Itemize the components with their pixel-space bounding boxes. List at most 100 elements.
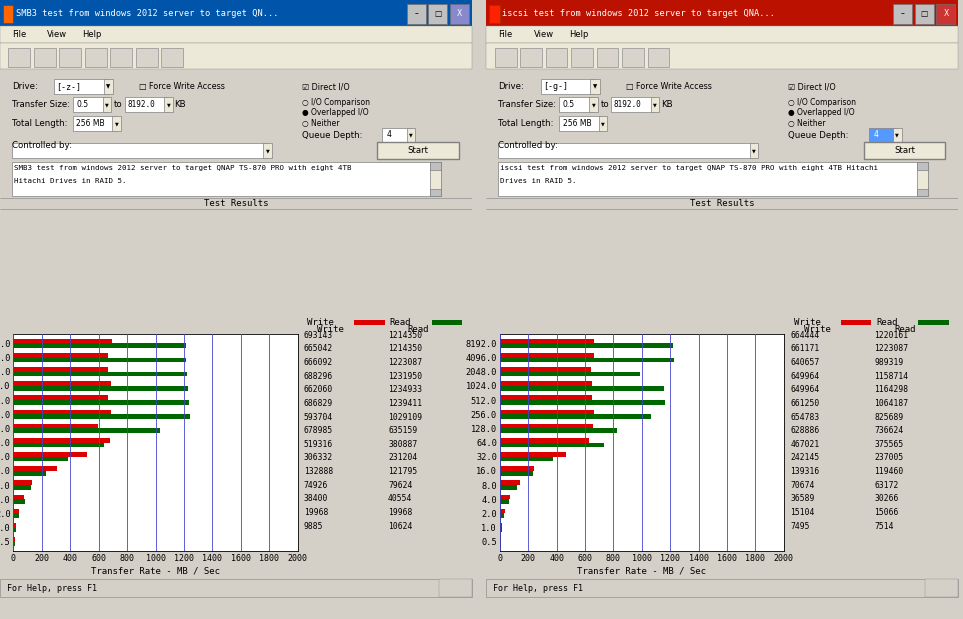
- Bar: [915, 4, 934, 25]
- Text: Start: Start: [407, 146, 429, 155]
- Bar: [430, 162, 441, 196]
- Bar: [500, 513, 504, 518]
- Text: Start: Start: [894, 146, 915, 155]
- Text: 242145: 242145: [791, 454, 820, 462]
- Text: 70674: 70674: [791, 481, 815, 490]
- Bar: [13, 381, 112, 386]
- Bar: [500, 410, 594, 414]
- Text: 7514: 7514: [874, 522, 894, 530]
- Text: Read: Read: [407, 326, 429, 334]
- Text: 1234933: 1234933: [388, 385, 422, 394]
- Bar: [9, 48, 30, 67]
- Bar: [500, 452, 566, 457]
- Text: to: to: [601, 100, 610, 109]
- Bar: [13, 424, 98, 428]
- Text: –: –: [414, 9, 418, 18]
- Bar: [489, 5, 500, 23]
- Bar: [165, 97, 172, 111]
- Text: Drive:: Drive:: [12, 82, 38, 91]
- Text: □ Force Write Access: □ Force Write Access: [626, 82, 712, 91]
- Bar: [495, 48, 516, 67]
- Text: 19968: 19968: [388, 508, 412, 517]
- Bar: [104, 79, 114, 94]
- Text: Total Length:: Total Length:: [498, 119, 554, 128]
- Text: Write: Write: [307, 318, 334, 327]
- Text: 119460: 119460: [874, 467, 903, 476]
- Bar: [439, 579, 472, 597]
- X-axis label: Transfer Rate - MB / Sec: Transfer Rate - MB / Sec: [578, 567, 706, 576]
- Text: 8192.0: 8192.0: [613, 100, 641, 109]
- Bar: [893, 128, 901, 142]
- Text: ▼: ▼: [105, 102, 109, 107]
- Text: 640657: 640657: [791, 358, 820, 367]
- Text: 665042: 665042: [304, 344, 333, 353]
- Bar: [13, 471, 46, 475]
- Bar: [73, 116, 116, 131]
- Bar: [597, 48, 618, 67]
- Bar: [500, 400, 665, 405]
- Bar: [430, 162, 441, 170]
- Bar: [500, 353, 594, 358]
- Text: 9885: 9885: [304, 522, 324, 530]
- Text: 1064187: 1064187: [874, 399, 908, 408]
- Bar: [0, 0, 472, 26]
- Text: ○ Neither: ○ Neither: [789, 119, 826, 128]
- Text: 686829: 686829: [304, 399, 333, 408]
- Text: ▼: ▼: [409, 132, 413, 137]
- Bar: [103, 97, 112, 111]
- Bar: [136, 48, 158, 67]
- Text: SMB3 test from windows 2012 server to target QNAP TS-870 PRO with eight 4TB: SMB3 test from windows 2012 server to ta…: [14, 165, 351, 171]
- Text: Write: Write: [804, 326, 830, 334]
- Bar: [13, 500, 25, 504]
- Bar: [13, 509, 19, 513]
- Text: 7495: 7495: [791, 522, 810, 530]
- Text: 121795: 121795: [388, 467, 417, 476]
- Text: View: View: [534, 30, 554, 39]
- Bar: [500, 414, 651, 419]
- Text: 593704: 593704: [304, 412, 333, 422]
- Text: Controlled by:: Controlled by:: [12, 141, 71, 150]
- Text: Test Results: Test Results: [204, 199, 268, 207]
- Text: 139316: 139316: [791, 467, 820, 476]
- Text: Total Length:: Total Length:: [12, 119, 67, 128]
- Text: Read: Read: [390, 318, 411, 327]
- Bar: [560, 116, 602, 131]
- Text: 1164298: 1164298: [874, 385, 908, 394]
- Bar: [0, 43, 472, 69]
- Text: 74926: 74926: [304, 481, 328, 490]
- Bar: [13, 372, 187, 376]
- Text: 237005: 237005: [874, 454, 903, 462]
- Bar: [500, 495, 509, 500]
- Text: 15066: 15066: [874, 508, 898, 517]
- Text: 664444: 664444: [791, 331, 820, 340]
- Bar: [500, 428, 617, 433]
- Bar: [263, 144, 272, 158]
- Bar: [498, 144, 753, 158]
- Bar: [12, 144, 267, 158]
- Bar: [612, 97, 654, 111]
- Bar: [0, 579, 472, 597]
- Bar: [432, 321, 462, 325]
- Bar: [925, 579, 958, 597]
- Text: X: X: [457, 9, 462, 18]
- Text: Queue Depth:: Queue Depth:: [789, 131, 848, 140]
- Bar: [13, 452, 88, 457]
- Bar: [13, 353, 108, 358]
- Bar: [500, 438, 589, 443]
- Text: KB: KB: [174, 100, 186, 109]
- Bar: [917, 162, 927, 196]
- Bar: [500, 466, 534, 471]
- Text: 0.5: 0.5: [562, 100, 575, 109]
- Text: ▼: ▼: [266, 148, 270, 153]
- Text: 306332: 306332: [304, 454, 333, 462]
- Bar: [500, 485, 517, 490]
- Bar: [599, 116, 607, 131]
- Bar: [13, 513, 19, 518]
- Text: 736624: 736624: [874, 426, 903, 435]
- Bar: [500, 344, 673, 348]
- Text: 132888: 132888: [304, 467, 333, 476]
- Bar: [13, 485, 31, 490]
- Bar: [500, 500, 508, 504]
- Bar: [869, 128, 897, 142]
- Bar: [500, 386, 664, 391]
